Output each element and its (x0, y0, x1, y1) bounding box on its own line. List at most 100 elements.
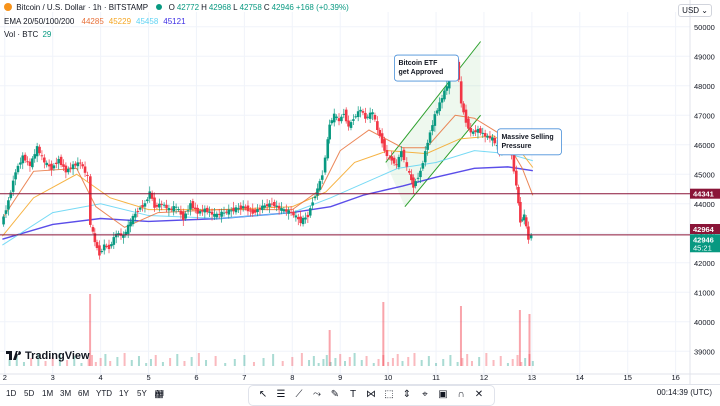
candle-body (366, 116, 370, 118)
volume-spike (382, 302, 385, 366)
volume-bar (449, 355, 452, 366)
ohlc-key: L (233, 3, 238, 12)
volume-legend[interactable]: Vol · BTC 29 (4, 30, 53, 39)
candle-body (335, 116, 338, 118)
volume-bar (360, 360, 363, 366)
volume-bar (413, 353, 416, 366)
candle-body (328, 124, 331, 140)
volume-bar (137, 356, 140, 366)
timeframe-all[interactable]: All (155, 389, 164, 398)
timeframe-ytd[interactable]: YTD (96, 389, 112, 398)
calendar-icon[interactable]: ▦ (154, 389, 164, 400)
candle-body (282, 209, 286, 212)
x-tick-label: 13 (528, 373, 536, 382)
candle-body (201, 209, 204, 212)
ema-values: 44285 45229 45458 45121 (79, 17, 188, 26)
candle-series (2, 55, 533, 260)
volume-bar (353, 353, 356, 366)
timeframe-1d[interactable]: 1D (6, 389, 17, 398)
candle-body (488, 135, 492, 139)
volume-bar (37, 354, 40, 366)
currency-selector[interactable]: USD ⌄ (678, 4, 712, 17)
candle-body (397, 156, 401, 168)
volume-bar (116, 357, 119, 366)
volume-bar (109, 361, 112, 366)
candle-body (4, 210, 8, 214)
logo-text: TradingView (25, 350, 90, 362)
measure-icon[interactable]: ⇕ (402, 389, 412, 400)
timeframe-3m[interactable]: 3M (60, 389, 72, 398)
candle-body (114, 233, 118, 238)
candle-body (376, 121, 379, 130)
timeframe-5y[interactable]: 5Y (137, 389, 147, 398)
candle-body (522, 214, 526, 221)
path-icon[interactable]: ⤳ (313, 389, 321, 400)
candle-body (76, 162, 80, 167)
candle-body (405, 162, 409, 167)
y-tick-label: 40000 (694, 318, 715, 327)
candle-body (308, 208, 312, 216)
ruler-icon[interactable]: ⌖ (422, 389, 428, 400)
candle-body (136, 210, 140, 212)
timeframe-5d[interactable]: 5D (24, 389, 35, 398)
candle-body (117, 233, 120, 236)
candle-body (83, 166, 87, 173)
pattern-icon[interactable]: ⋈ (366, 389, 376, 400)
candle-body (9, 192, 13, 199)
candle-body (486, 135, 489, 138)
candle-body (294, 215, 298, 218)
text-icon[interactable]: T (349, 389, 357, 400)
image-icon[interactable]: ▣ (438, 389, 448, 400)
volume-spike (459, 306, 462, 366)
timeframe-1m[interactable]: 1M (42, 389, 54, 398)
candle-body (193, 207, 197, 210)
symbol-title[interactable]: Bitcoin / U.S. Dollar · 1h · BITSTAMP (16, 3, 149, 12)
channel-upper-line (385, 41, 481, 163)
candle-body (359, 109, 362, 112)
volume-bar (123, 353, 126, 366)
delete-icon[interactable]: ✕ (474, 389, 484, 400)
x-tick-label: 5 (146, 373, 150, 382)
x-tick-label: 15 (624, 373, 632, 382)
candle-body (105, 245, 108, 247)
annotation-text: Pressure (501, 143, 531, 150)
candle-body (385, 150, 389, 157)
timeframe-1y[interactable]: 1Y (119, 389, 129, 398)
ema100-line (2, 150, 533, 246)
ohlc-key: O (168, 3, 175, 12)
candle-body (124, 231, 128, 236)
candle-body (11, 180, 15, 192)
magnet-icon[interactable]: ∩ (457, 389, 465, 400)
price-tag (690, 188, 720, 199)
ema-legend[interactable]: EMA 20/50/100/200 44285 45229 45458 45121 (4, 17, 190, 26)
projection-icon[interactable]: ⬚ (384, 389, 394, 400)
candle-body (19, 162, 22, 165)
price-tag (690, 234, 720, 253)
candle-body (191, 201, 195, 209)
cursor-icon[interactable]: ↖ (258, 389, 268, 400)
x-tick-label: 12 (480, 373, 488, 382)
candle-body (215, 213, 219, 218)
candle-body (412, 177, 415, 188)
candle-body (203, 208, 207, 213)
candle-body (222, 212, 226, 214)
candle-body (237, 208, 240, 210)
price-chart[interactable]: Bitcoin ETF get Approved Massive Selling Pr… (0, 0, 720, 384)
candle-body (261, 205, 264, 210)
candle-body (74, 163, 77, 166)
lines-icon[interactable]: ☰ (276, 389, 286, 400)
ema50-line (2, 135, 534, 237)
brush-icon[interactable]: ✎ (330, 389, 340, 400)
volume-bar (470, 361, 473, 366)
volume-spike (528, 314, 531, 366)
volume-bar (8, 359, 11, 366)
volume-bar (499, 356, 502, 366)
candle-body (239, 205, 243, 210)
volume-bar (478, 357, 481, 366)
volume-spike (518, 310, 521, 366)
candle-body (435, 110, 439, 114)
timeframe-6m[interactable]: 6M (78, 389, 90, 398)
trendline-icon[interactable]: ⟋ (295, 389, 303, 400)
candle-body (62, 164, 65, 167)
candle-body (153, 197, 156, 208)
